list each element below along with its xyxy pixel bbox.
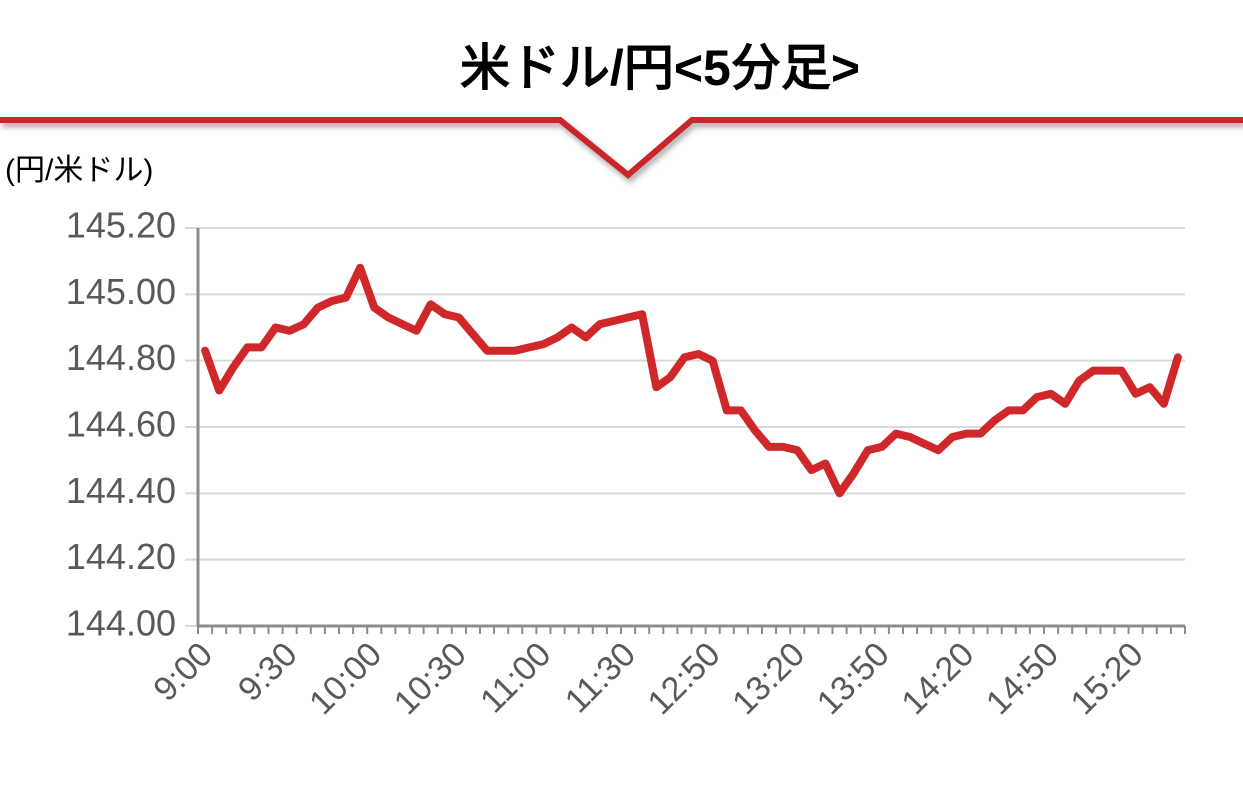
data-line <box>201 263 1182 498</box>
x-tick-label: 11:00 <box>473 635 558 720</box>
x-tick-label: 14:50 <box>979 635 1066 722</box>
x-tick-label: 13:50 <box>810 635 897 722</box>
y-tick-label: 145.20 <box>66 205 176 246</box>
y-axis-label: (円/米ドル) <box>5 154 153 187</box>
plot-area: 144.00 144.20 144.40 144.60 144.80 145.00 145.… <box>66 205 1186 722</box>
x-tick-label: 10:30 <box>387 635 474 722</box>
y-tick-label: 144.60 <box>66 404 176 445</box>
x-tick-label: 10:00 <box>302 635 389 722</box>
x-tick-label: 11:30 <box>558 635 643 720</box>
y-tick-label: 144.40 <box>66 470 176 511</box>
x-tick-label: 15:20 <box>1064 635 1151 722</box>
x-tick-label: 12:50 <box>641 635 728 722</box>
x-tick-label: 9:30 <box>231 635 305 709</box>
y-tick-label: 145.00 <box>66 271 176 312</box>
x-tick-label: 14:20 <box>894 635 981 722</box>
y-tick-label: 144.20 <box>66 536 176 577</box>
x-tick-label: 9:00 <box>146 635 220 709</box>
x-tick-label: 13:20 <box>725 635 812 722</box>
y-tick-label: 144.80 <box>66 337 176 378</box>
title-banner-line <box>0 117 1243 179</box>
chart-title: 米ドル/円<5分足> <box>460 40 860 96</box>
y-tick-label: 144.00 <box>66 603 176 644</box>
